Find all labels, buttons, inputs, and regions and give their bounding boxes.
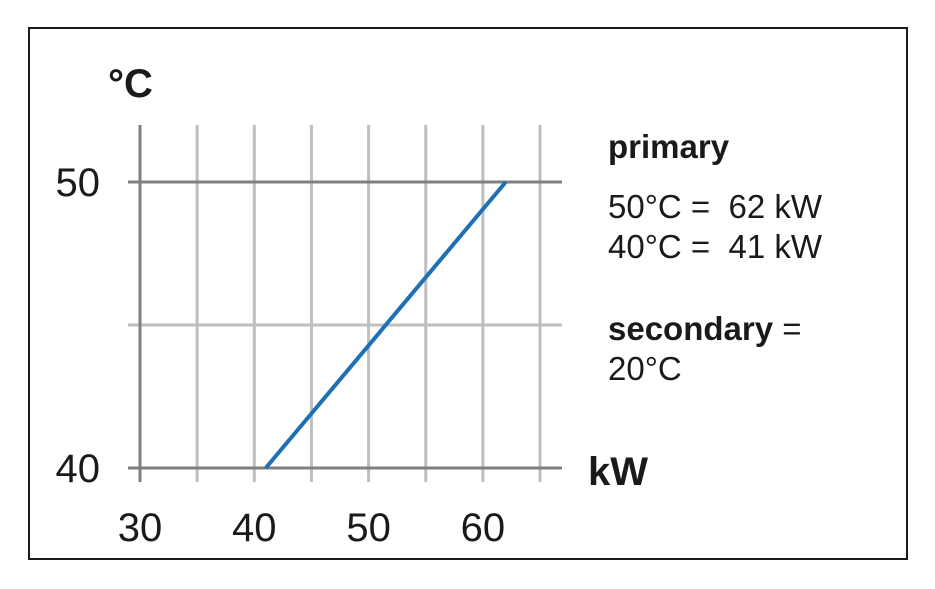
chart-frame [28,27,908,560]
secondary-heading: secondary = [608,310,802,348]
y-axis-unit-label: °C [108,62,153,106]
series-line [264,180,508,470]
primary-heading: primary [608,128,730,165]
secondary-label: secondary [608,310,774,347]
y-tick-label: 40 [56,447,101,491]
x-tick-label: 50 [346,506,391,550]
x-axis-unit-label: kW [588,450,648,494]
primary-line-40: 40°C = 41 kW [608,228,823,265]
y-tick-label: 50 [56,161,101,205]
secondary-equals: = [773,310,802,347]
x-tick-label: 60 [461,506,506,550]
primary-line-50: 50°C = 62 kW [608,188,823,225]
x-tick-label: 30 [118,506,163,550]
secondary-value: 20°C [608,350,682,387]
x-tick-label: 40 [232,506,277,550]
